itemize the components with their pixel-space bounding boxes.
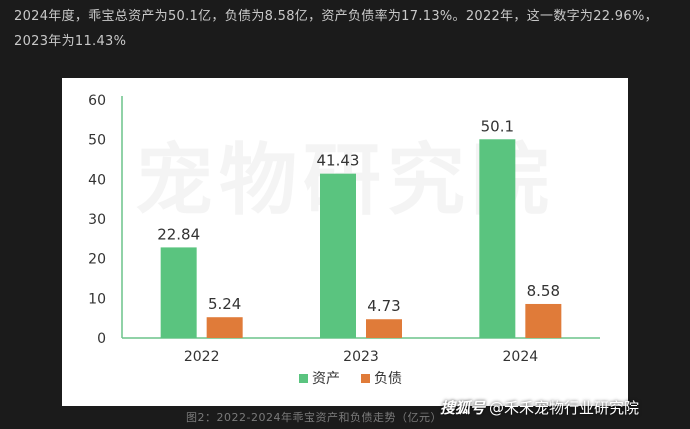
bar-assets <box>479 139 516 338</box>
bar-liabilities <box>206 317 243 338</box>
chart-caption: 图2：2022-2024年乖宝资产和负债走势（亿元） <box>186 411 442 424</box>
y-tick-label: 60 <box>88 93 106 109</box>
credit-account: @禾禾宠物行业研究院 <box>489 399 640 417</box>
x-tick-label: 2024 <box>503 349 539 365</box>
x-tick-label: 2023 <box>343 349 379 365</box>
credit-tag: 搜狐号 <box>440 399 486 417</box>
bar-liabilities <box>366 319 402 338</box>
x-tick-label: 2022 <box>184 349 220 365</box>
bar-chart: 0 10 20 30 40 50 60 22.84 5.24 2022 41.43 4.73 2023 5… <box>88 93 600 387</box>
y-tick-label: 0 <box>97 331 106 347</box>
y-tick-label: 30 <box>88 212 106 228</box>
legend-swatch-liabilities <box>361 374 370 383</box>
source-credit: 搜狐号 @禾禾宠物行业研究院 <box>440 397 639 418</box>
bar-assets <box>320 173 356 338</box>
legend-swatch-assets <box>299 374 308 383</box>
y-tick-label: 40 <box>88 172 106 188</box>
bar-assets <box>160 247 197 338</box>
intro-text: 2024年度，乖宝总资产为50.1亿，负债为8.58亿，资产负债率为17.13%… <box>14 9 658 49</box>
data-label-assets: 50.1 <box>481 117 514 135</box>
y-tick-label: 20 <box>88 252 106 268</box>
legend-label-assets: 资产 <box>312 371 340 387</box>
y-tick-label: 10 <box>88 291 106 307</box>
data-label-assets: 22.84 <box>157 225 200 243</box>
data-label-liabilities: 5.24 <box>208 295 241 313</box>
chart-card: 宠物研究院 010203040506022.845.24202241.434.7… <box>62 78 628 406</box>
data-label-assets: 41.43 <box>317 152 360 170</box>
y-tick-label: 50 <box>88 133 106 149</box>
bar-liabilities <box>525 303 562 338</box>
data-label-liabilities: 4.73 <box>367 297 400 315</box>
data-label-liabilities: 8.58 <box>527 282 560 300</box>
legend-label-liabilities: 负债 <box>374 371 402 387</box>
